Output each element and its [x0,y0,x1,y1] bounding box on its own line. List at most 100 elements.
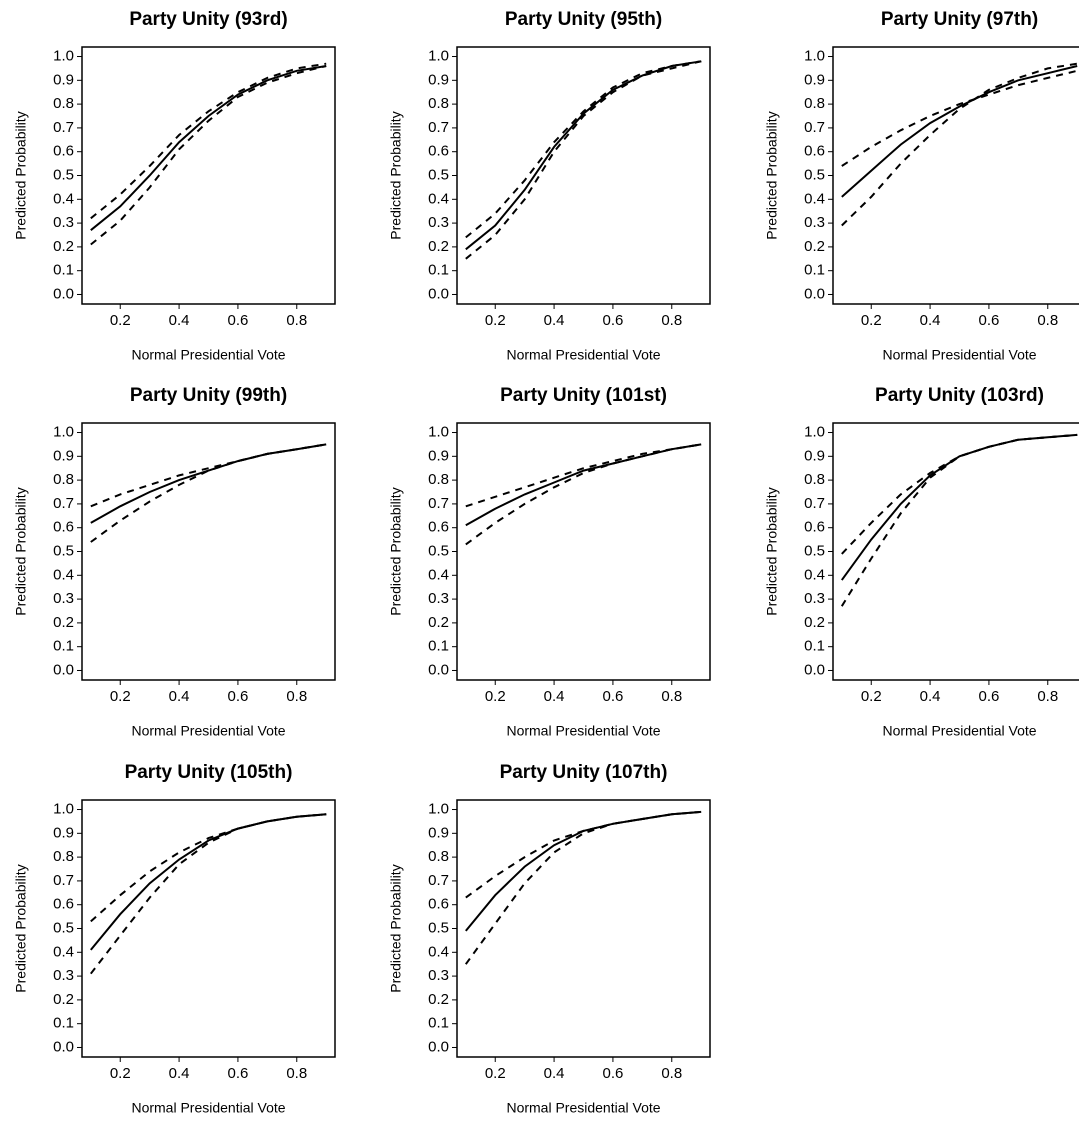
y-tick-label: 0.3 [804,214,825,231]
y-tick-label: 0.3 [53,590,74,607]
x-tick-label: 0.2 [110,312,131,329]
y-tick-label: 0.0 [428,1038,449,1055]
x-tick-label: 0.4 [920,688,941,705]
chart-title: Party Unity (107th) [500,762,668,783]
y-tick-label: 0.6 [53,519,74,536]
fit-line [465,443,702,527]
x-axis-label: Normal Presidential Vote [131,347,285,363]
y-tick-label: 0.0 [53,285,74,302]
y-tick-label: 0.8 [804,95,825,112]
y-tick-label: 0.0 [804,661,825,678]
y-tick-label: 0.0 [53,1038,74,1055]
x-tick-label: 0.6 [978,312,999,329]
x-tick-label: 0.6 [602,1065,623,1082]
y-tick-label: 0.0 [428,285,449,302]
y-tick-label: 0.4 [428,566,449,583]
y-tick-label: 1.0 [53,47,74,64]
x-tick-label: 0.8 [661,688,682,705]
x-tick-label: 0.6 [227,312,248,329]
y-tick-label: 0.9 [53,71,74,88]
y-tick-label: 1.0 [804,47,825,64]
y-tick-label: 0.6 [428,519,449,536]
bound-line [841,433,1078,555]
y-tick-label: 0.7 [53,872,74,889]
bound-line [840,433,1078,607]
x-tick-label: 0.8 [286,312,307,329]
bound-line [841,62,1078,227]
y-tick-label: 0.8 [428,471,449,488]
y-tick-label: 0.1 [53,638,74,655]
chart-title: Party Unity (103rd) [875,385,1044,406]
x-axis-label: Normal Presidential Vote [506,723,660,739]
y-tick-label: 0.2 [428,991,449,1008]
y-tick-label: 0.8 [804,471,825,488]
y-tick-label: 0.7 [804,495,825,512]
chart-title: Party Unity (97th) [881,9,1038,30]
chart-title: Party Unity (101st) [500,385,667,406]
bound-line [90,65,327,246]
bound-line [465,60,702,260]
y-tick-label: 0.7 [428,872,449,889]
y-tick-label: 0.2 [53,238,74,255]
x-tick-label: 0.4 [544,1065,565,1082]
y-tick-label: 0.9 [804,447,825,464]
y-tick-label: 0.6 [804,143,825,160]
y-tick-label: 1.0 [428,800,449,817]
y-tick-label: 0.5 [428,166,449,183]
x-tick-label: 0.8 [661,312,682,329]
y-tick-label: 0.4 [804,566,825,583]
y-tick-label: 0.4 [428,943,449,960]
bound-line [465,443,702,546]
x-axis-label: Normal Presidential Vote [131,1100,285,1116]
x-tick-label: 0.4 [920,312,941,329]
bound-line [90,443,327,543]
y-tick-label: 1.0 [804,423,825,440]
x-tick-label: 0.6 [227,688,248,705]
y-tick-label: 0.9 [804,71,825,88]
y-tick-label: 0.2 [804,238,825,255]
plot-frame [456,799,711,1058]
y-tick-label: 0.3 [428,214,449,231]
y-tick-label: 0.7 [53,119,74,136]
y-tick-label: 0.4 [53,566,74,583]
y-tick-label: 0.1 [428,262,449,279]
fit-line [465,60,702,251]
y-tick-label: 0.7 [53,495,74,512]
bound-line [465,443,702,508]
bound-line [90,62,327,220]
y-tick-label: 0.5 [53,166,74,183]
y-tick-label: 0.2 [428,614,449,631]
y-tick-label: 0.7 [428,119,449,136]
y-tick-label: 0.8 [428,95,449,112]
y-tick-label: 0.8 [53,95,74,112]
y-tick-label: 0.5 [428,542,449,559]
y-axis-label: Predicted Probability [388,864,404,992]
x-tick-label: 0.2 [485,312,506,329]
x-tick-label: 0.8 [1037,312,1058,329]
y-tick-label: 0.2 [53,991,74,1008]
y-tick-label: 0.4 [53,943,74,960]
x-tick-label: 0.2 [861,312,882,329]
y-tick-label: 0.5 [804,166,825,183]
x-axis-label: Normal Presidential Vote [882,723,1036,739]
bound-line [841,69,1078,167]
y-tick-label: 0.5 [428,919,449,936]
plot-frame [456,422,711,681]
y-tick-label: 0.6 [428,896,449,913]
x-tick-label: 0.2 [110,688,131,705]
fit-line [90,443,327,524]
fit-line [90,65,327,231]
y-tick-label: 0.3 [428,967,449,984]
x-tick-label: 0.2 [485,1065,506,1082]
y-tick-label: 0.3 [53,214,74,231]
x-tick-label: 0.4 [544,312,565,329]
y-tick-label: 0.7 [804,119,825,136]
chart-title: Party Unity (105th) [125,762,293,783]
x-axis-label: Normal Presidential Vote [506,347,660,363]
y-tick-label: 0.6 [804,519,825,536]
fit-line [840,433,1078,581]
y-tick-label: 0.4 [428,190,449,207]
y-tick-label: 1.0 [53,800,74,817]
y-tick-label: 1.0 [428,423,449,440]
y-tick-label: 0.9 [53,447,74,464]
